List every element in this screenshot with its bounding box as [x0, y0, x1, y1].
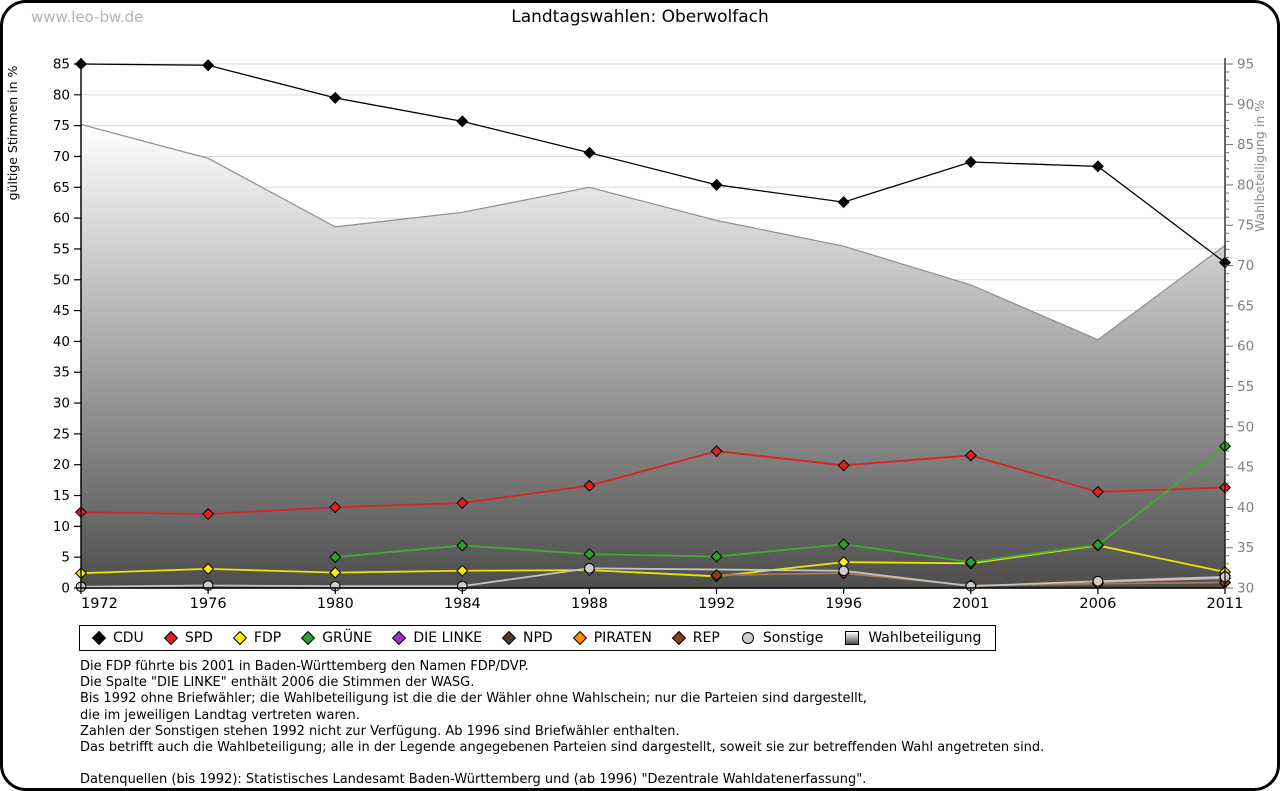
- svg-text:60: 60: [53, 211, 70, 227]
- svg-text:85: 85: [53, 57, 70, 73]
- cdu-marker-icon: [91, 630, 107, 646]
- wahlbeteiligung-marker-icon: [845, 631, 860, 645]
- svg-text:75: 75: [53, 118, 70, 134]
- svg-text:35: 35: [53, 365, 70, 381]
- legend-item-piraten: PIRATEN: [572, 630, 652, 646]
- legend-label: DIE LINKE: [413, 630, 482, 646]
- right-axis-title: Wahlbeteiligung in %: [1252, 100, 1267, 232]
- spd-marker-icon: [163, 630, 178, 646]
- svg-text:90: 90: [1237, 97, 1254, 113]
- svg-text:40: 40: [53, 334, 70, 350]
- svg-text:1972: 1972: [81, 596, 118, 612]
- svg-text:1988: 1988: [571, 596, 608, 612]
- legend-label: Wahlbeteiligung: [868, 630, 982, 646]
- legend-item-rep: REP: [671, 630, 720, 646]
- line-fdp: [80, 544, 1226, 578]
- watermark: www.leo-bw.de: [31, 8, 144, 26]
- legend-item-npd: NPD: [501, 630, 553, 646]
- legend-item-fdp: FDP: [232, 630, 282, 646]
- legend-item-gr-ne: GRÜNE: [301, 630, 373, 646]
- rep-marker-icon: [671, 630, 686, 646]
- legend-label: REP: [692, 630, 720, 646]
- legend-item-wahlbeteiligung: Wahlbeteiligung: [845, 630, 981, 646]
- legend-item-cdu: CDU: [91, 630, 144, 646]
- svg-text:45: 45: [1237, 460, 1254, 476]
- svg-text:55: 55: [1237, 379, 1254, 395]
- legend-item-die-linke: DIE LINKE: [392, 630, 482, 646]
- svg-text:35: 35: [1237, 540, 1254, 556]
- svg-text:1992: 1992: [698, 596, 735, 612]
- axes: 0 5 10 15 20 25 30 35 40 45 50 55 60 65 70 75 80 85 30 35 40…: [5, 57, 1267, 613]
- footnotes: Die FDP führte bis 2001 in Baden-Württem…: [80, 659, 1045, 788]
- line-spd: [80, 450, 1226, 515]
- svg-text:2011: 2011: [1207, 596, 1244, 612]
- svg-text:1976: 1976: [190, 596, 227, 612]
- svg-text:1980: 1980: [317, 596, 354, 612]
- left-axis-title: gültige Stimmen in %: [5, 65, 20, 200]
- svg-text:50: 50: [53, 272, 70, 288]
- markers-gr-ne: [329, 440, 1232, 569]
- svg-text:20: 20: [53, 457, 70, 473]
- svg-text:5: 5: [61, 550, 70, 566]
- svg-text:10: 10: [53, 519, 70, 535]
- svg-text:1996: 1996: [825, 596, 862, 612]
- svg-text:65: 65: [53, 180, 70, 196]
- gr-ne-marker-icon: [301, 630, 316, 646]
- piraten-marker-icon: [572, 630, 587, 646]
- legend-label: SPD: [184, 630, 213, 646]
- svg-text:80: 80: [1237, 177, 1254, 193]
- svg-text:2001: 2001: [952, 596, 989, 612]
- sonstige-marker-icon: [741, 632, 754, 644]
- legend-label: FDP: [253, 630, 282, 646]
- svg-text:50: 50: [1237, 419, 1254, 435]
- svg-text:70: 70: [1237, 258, 1254, 274]
- legend-label: GRÜNE: [322, 630, 373, 646]
- election-chart: 0 5 10 15 20 25 30 35 40 45 50 55 60 65 70 75 80 85 30 35 40…: [5, 57, 1267, 613]
- legend-label: Sonstige: [762, 630, 824, 646]
- chart-title: Landtagswahlen: Oberwolfach: [511, 7, 769, 27]
- line-gr-ne: [335, 445, 1226, 564]
- svg-text:95: 95: [1237, 57, 1254, 73]
- die-linke-marker-icon: [392, 630, 407, 646]
- svg-text:75: 75: [1237, 218, 1254, 234]
- chart-legend: CDU SPD FDP GRÜNE DIE LINKE NPD PIRATEN REP Sons…: [79, 625, 997, 651]
- line-cdu: [80, 63, 1226, 264]
- legend-label: PIRATEN: [593, 630, 652, 646]
- svg-text:40: 40: [1237, 500, 1254, 516]
- svg-text:30: 30: [1237, 581, 1254, 597]
- svg-text:15: 15: [53, 488, 70, 504]
- legend-item-spd: SPD: [163, 630, 213, 646]
- svg-text:70: 70: [53, 149, 70, 165]
- svg-text:60: 60: [1237, 339, 1254, 355]
- svg-text:45: 45: [53, 303, 70, 319]
- svg-text:80: 80: [53, 87, 70, 103]
- svg-text:25: 25: [53, 426, 70, 442]
- fdp-marker-icon: [232, 630, 247, 646]
- svg-text:0: 0: [61, 581, 70, 597]
- legend-label: NPD: [523, 630, 553, 646]
- svg-text:2006: 2006: [1079, 596, 1116, 612]
- svg-text:65: 65: [1237, 298, 1254, 314]
- legend-item-sonstige: Sonstige: [741, 630, 824, 646]
- npd-marker-icon: [501, 630, 517, 646]
- svg-text:30: 30: [53, 396, 70, 412]
- turnout-area: [80, 123, 1226, 589]
- svg-text:85: 85: [1237, 137, 1254, 153]
- legend-label: CDU: [113, 630, 144, 646]
- svg-text:55: 55: [53, 241, 70, 257]
- svg-text:1984: 1984: [444, 596, 481, 612]
